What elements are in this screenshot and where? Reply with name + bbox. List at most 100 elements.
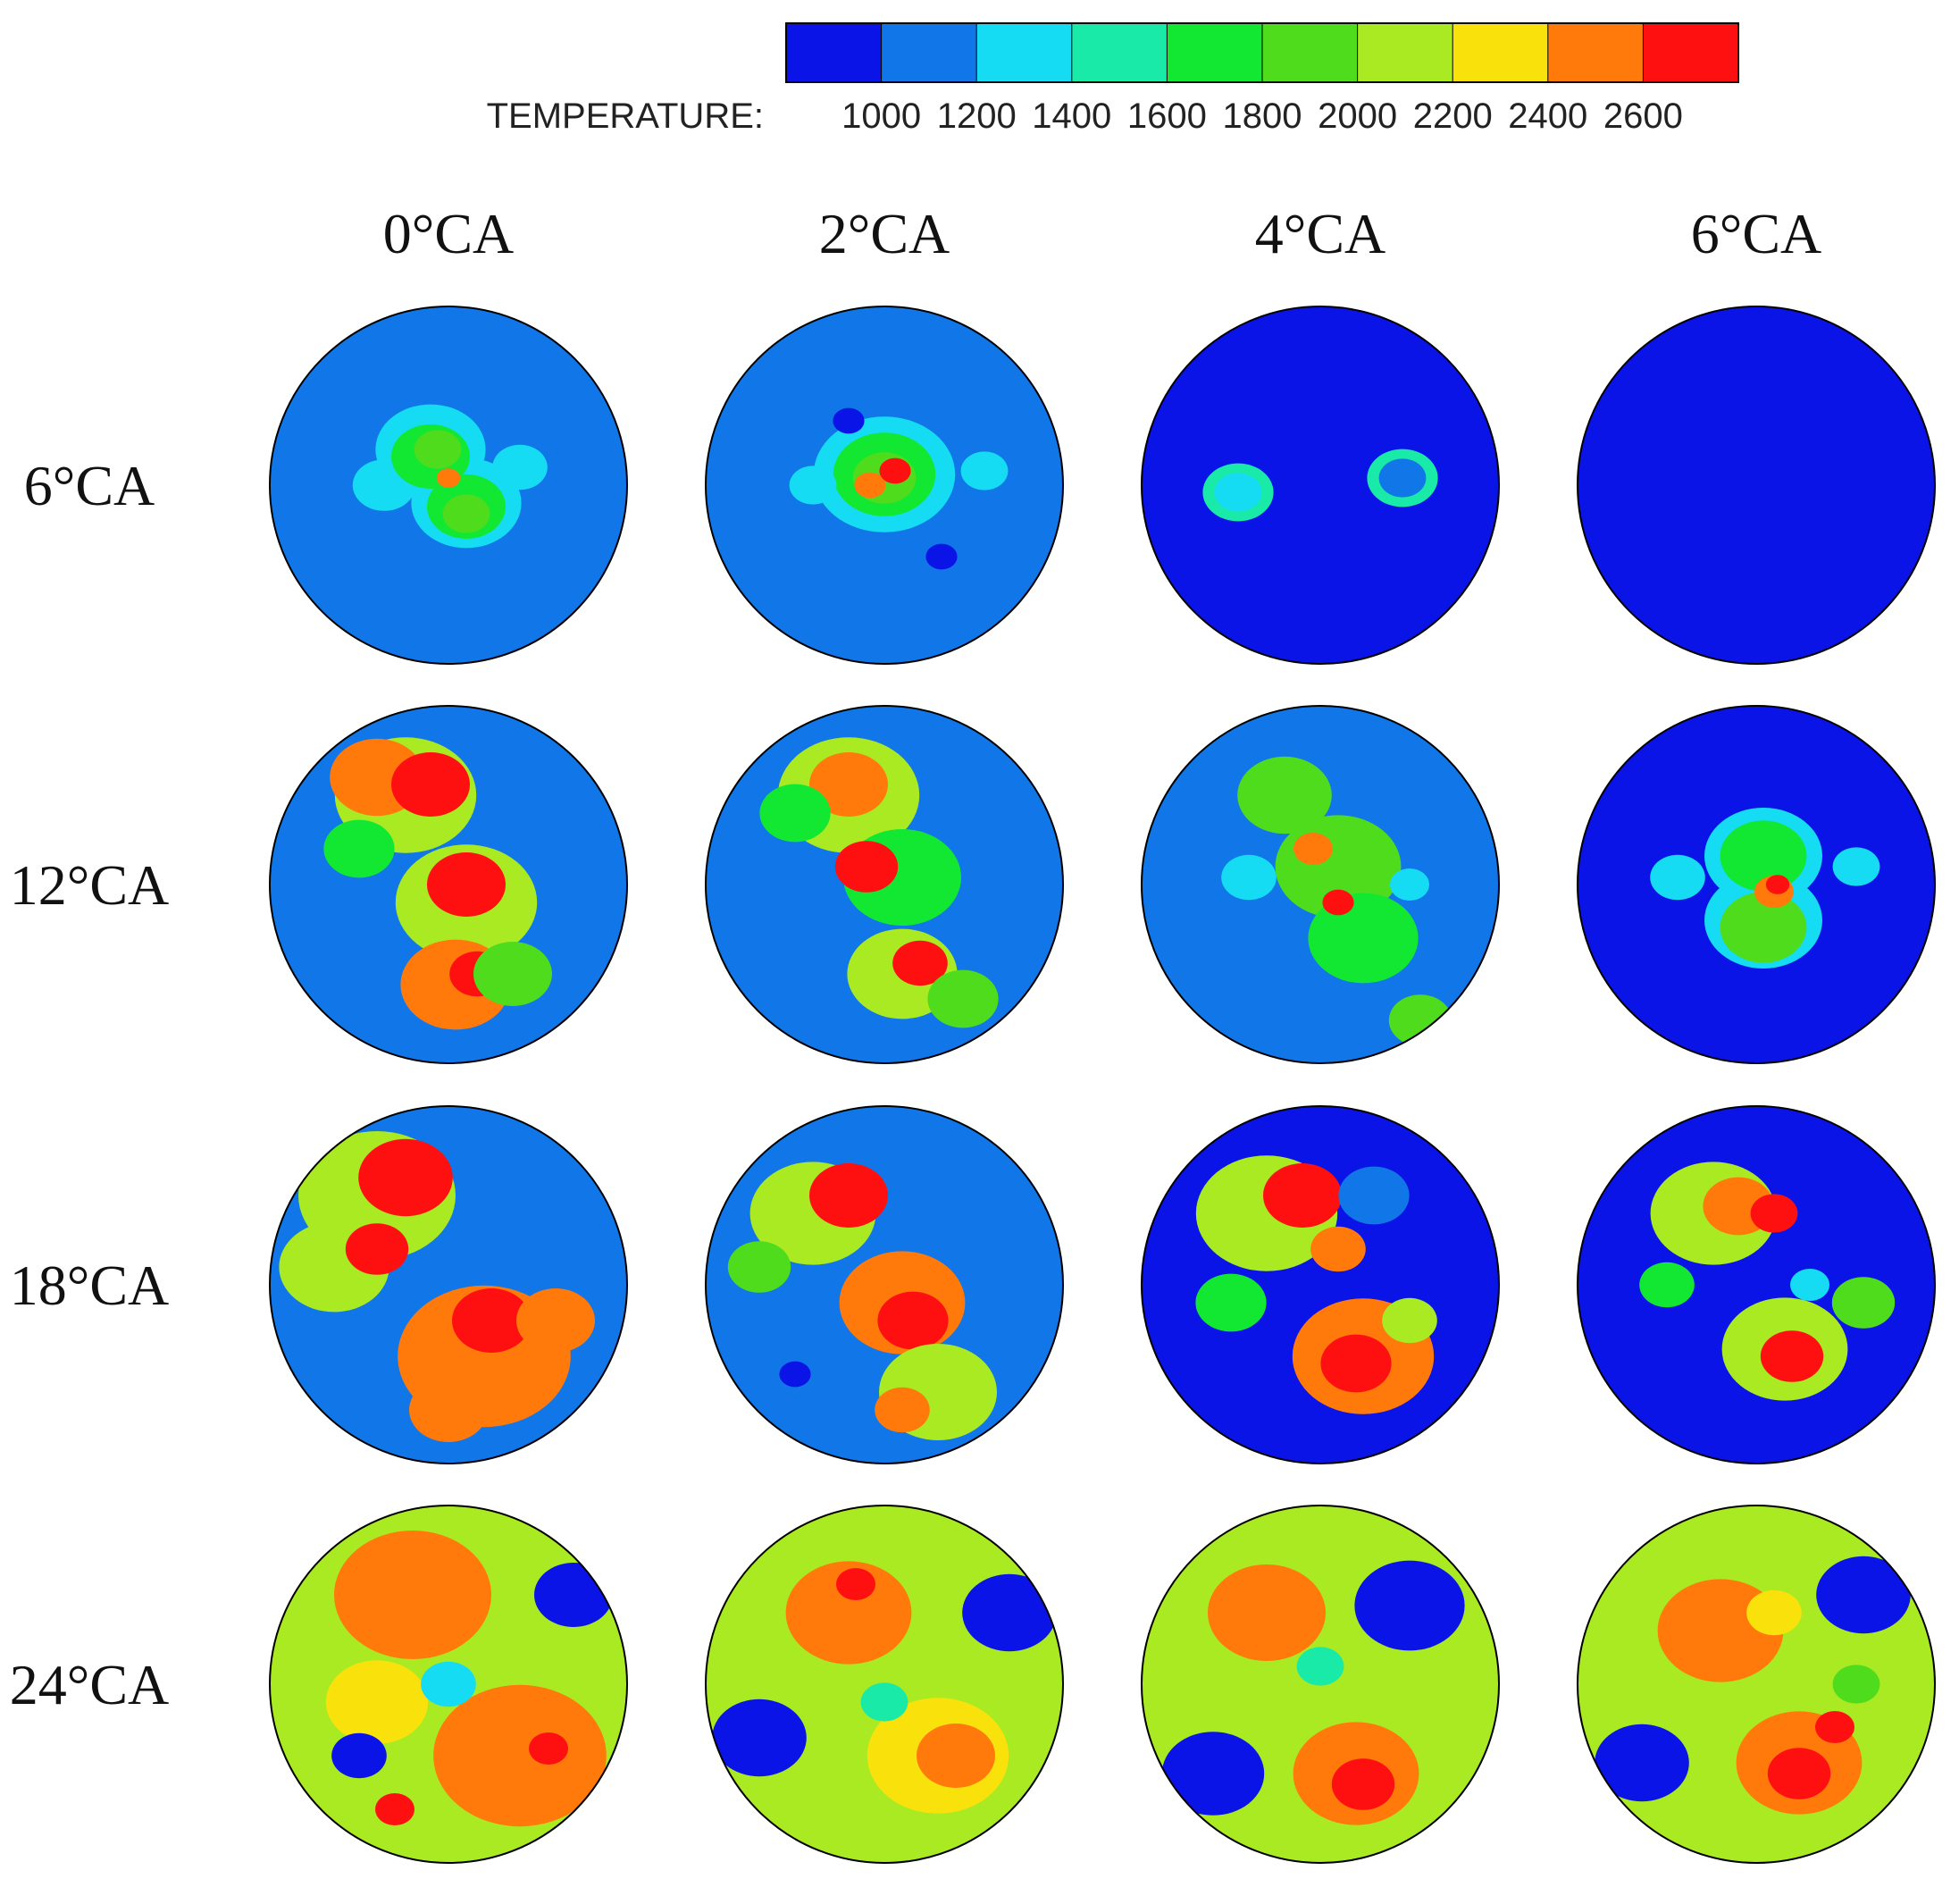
temperature-region: [1388, 994, 1453, 1046]
temperature-region: [1831, 1277, 1896, 1329]
contour-panel: [1142, 306, 1499, 664]
colorbar-tick-label: 2400: [1508, 96, 1587, 136]
contour-panel: [1142, 1106, 1499, 1464]
colorbar-swatch: [1357, 22, 1454, 83]
temperature-region: [962, 1573, 1057, 1652]
colorbar-swatch: [881, 22, 978, 83]
temperature-region: [892, 940, 948, 986]
temperature-region: [727, 1241, 791, 1293]
panel-outline: [269, 1105, 628, 1464]
column-header: 0°CA: [383, 202, 515, 265]
temperature-region: [789, 466, 837, 505]
colorbar-tick-label: 1200: [937, 96, 1017, 136]
temperature-region: [1832, 847, 1880, 886]
temperature-region: [809, 1163, 888, 1228]
temperature-region: [334, 1531, 491, 1659]
temperature-region: [1322, 889, 1354, 916]
row-header: 6°CA: [24, 454, 155, 517]
temperature-region: [391, 752, 470, 817]
contour-panel: [1142, 1506, 1499, 1863]
colorbar-swatch: [1642, 22, 1740, 83]
temperature-region: [836, 1568, 875, 1600]
colorbar-tick-label: 2000: [1318, 96, 1397, 136]
row-header: 24°CA: [10, 1653, 170, 1716]
colorbar-swatch: [1166, 22, 1264, 83]
temperature-region: [779, 1361, 811, 1388]
panel-outline: [705, 1105, 1064, 1464]
temperature-region: [834, 841, 899, 893]
colorbar-title: TEMPERATURE:: [487, 96, 764, 136]
temperature-region: [1382, 1297, 1437, 1344]
colorbar-swatch: [785, 22, 883, 83]
colorbar-swatch: [1547, 22, 1645, 83]
temperature-region: [1767, 1748, 1831, 1799]
panel-outline: [269, 1505, 628, 1864]
temperature-region: [712, 1699, 807, 1777]
temperature-region: [436, 468, 461, 488]
temperature-region: [452, 1288, 531, 1353]
contour-panel: [706, 306, 1063, 664]
temperature-region: [1263, 1163, 1342, 1228]
temperature-region: [879, 457, 911, 484]
colorbar-tick-label: 2200: [1413, 96, 1493, 136]
temperature-colorbar: TEMPERATURE: 1000 1200 1400 1600 1800 2000 220…: [487, 22, 1740, 136]
temperature-region: [1161, 1732, 1265, 1816]
temperature-region: [1237, 756, 1332, 835]
colorbar-tick-label: 1600: [1127, 96, 1207, 136]
panel-outline: [1141, 306, 1500, 665]
row-header: 12°CA: [10, 853, 170, 917]
row-header: 18°CA: [10, 1254, 170, 1317]
temperature-region: [1390, 868, 1429, 901]
temperature-region: [1308, 893, 1419, 984]
colorbar-swatch: [1071, 22, 1168, 83]
panel-background: [1578, 306, 1935, 664]
temperature-region: [442, 494, 490, 533]
temperature-region: [473, 942, 552, 1006]
temperature-region: [1221, 854, 1277, 901]
temperature-region: [785, 1561, 912, 1665]
panel-outline: [269, 705, 628, 1064]
temperature-region: [1746, 1589, 1802, 1636]
contour-panel: [1578, 1106, 1935, 1464]
temperature-region: [917, 1724, 995, 1788]
contour-panel: [706, 706, 1063, 1063]
panel-outline: [1141, 1505, 1500, 1864]
column-headers: 0°CA 2°CA 4°CA 6°CA: [383, 202, 1822, 265]
temperature-region: [1816, 1556, 1911, 1634]
temperature-region: [759, 784, 831, 843]
panel-outline: [1577, 1105, 1936, 1464]
temperature-region: [1214, 473, 1262, 512]
temperature-region: [833, 407, 865, 434]
contour-panel-grid: [269, 306, 1936, 1864]
contour-panel: [1578, 306, 1935, 664]
temperature-region: [1720, 820, 1807, 892]
contour-panel: [1142, 706, 1499, 1063]
contour-panel: [1578, 706, 1935, 1063]
panel-background: [1142, 306, 1499, 664]
temperature-region: [345, 1223, 409, 1275]
temperature-region: [875, 1387, 930, 1433]
colorbar-tick-label: 1800: [1223, 96, 1302, 136]
panel-outline: [1577, 705, 1936, 1064]
temperature-region: [516, 1288, 595, 1353]
temperature-region: [1832, 1665, 1880, 1704]
temperature-region: [1760, 1330, 1824, 1382]
temperature-region: [534, 1563, 613, 1627]
temperature-region: [409, 1378, 488, 1442]
panel-outline: [1577, 1505, 1936, 1864]
temperature-region: [325, 1660, 429, 1744]
panel-outline: [1141, 705, 1500, 1064]
temperature-region: [1338, 1166, 1410, 1225]
temperature-region: [1378, 458, 1427, 498]
colorbar-swatch: [975, 22, 1073, 83]
contour-panel: [270, 306, 627, 664]
column-header: 4°CA: [1255, 202, 1386, 265]
temperature-region: [427, 852, 506, 917]
panel-outline: [705, 1505, 1064, 1864]
temperature-region: [809, 752, 888, 817]
panel-outline: [1577, 306, 1936, 665]
temperature-region: [358, 1138, 453, 1217]
temperature-region: [529, 1732, 568, 1765]
temperature-region: [1720, 892, 1807, 963]
